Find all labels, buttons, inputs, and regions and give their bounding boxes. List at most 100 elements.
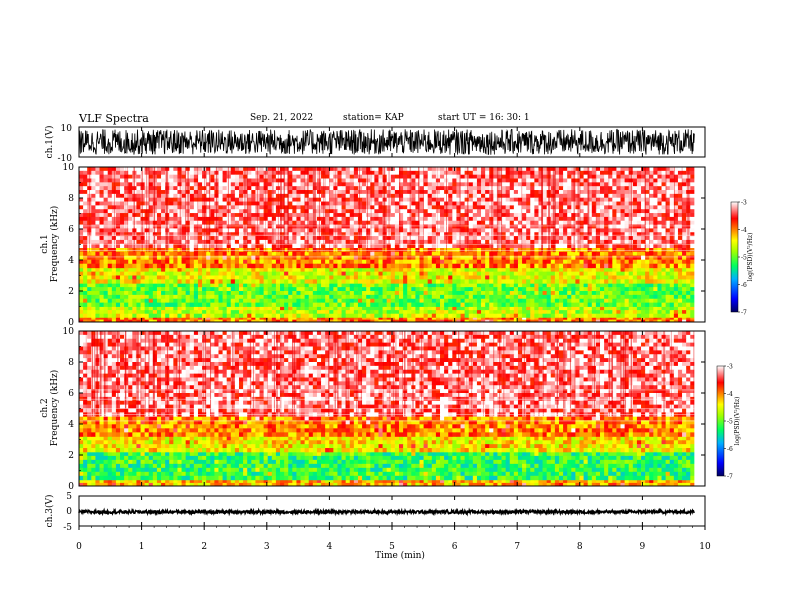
spectrogram-cell-band-5 <box>111 201 117 206</box>
spectrogram-cell-band-5 <box>682 193 687 199</box>
spectrogram-cell-band-2 <box>374 287 379 292</box>
spectrogram-cell-band-3 <box>370 267 375 273</box>
spectrogram-cell-band-2 <box>386 291 392 296</box>
spectrogram-cell-band-4 <box>604 259 609 265</box>
spectrogram-cell-band-5 <box>472 174 478 179</box>
spectrogram-cell-band-3 <box>616 275 621 280</box>
spectrogram-cell-band-3 <box>649 279 654 284</box>
spectrogram-cell-band-4 <box>185 263 191 269</box>
spectrogram-cell-band-5 <box>591 205 597 210</box>
spectrogram-cell-band-3 <box>218 275 223 280</box>
spectrogram-cell-band-5 <box>415 182 420 187</box>
spectrogram-cell-band-1 <box>542 310 548 315</box>
spectrogram-cell-band-4 <box>95 259 100 265</box>
spectrogram-cell-band-0 <box>632 319 638 323</box>
spectrogram-cell-band-3 <box>366 279 371 284</box>
spectrogram-cell-band-5 <box>91 216 96 222</box>
spectrogram-cell-band-4 <box>271 251 277 257</box>
spectrogram-cell-band-4 <box>591 247 597 253</box>
spectrogram-cell-band-5 <box>522 213 527 218</box>
spectrogram-cell-band-1 <box>481 310 486 315</box>
spectrogram-cell-band-5 <box>304 178 310 183</box>
spectrogram-cell-band-1 <box>628 310 634 315</box>
spectrogram-cell-band-2 <box>464 291 470 296</box>
spectrogram-cell-band-4 <box>267 247 273 253</box>
spectrogram-cell-band-5 <box>390 190 396 195</box>
spectrogram-cell-band-4 <box>485 251 490 257</box>
spectrogram-cell-band-5 <box>284 193 289 199</box>
spectrogram-cell-band-3 <box>435 275 441 280</box>
spectrogram-cell-band-4 <box>79 251 84 257</box>
spectrogram-cell-band-0 <box>448 317 453 321</box>
spectrogram-cell-band-5 <box>202 170 207 176</box>
spectrogram-cell-band-5 <box>476 170 482 176</box>
spectrogram-cell-band-4 <box>107 251 113 257</box>
spectrogram-cell-band-2 <box>333 283 338 288</box>
spectrogram-cell-band-5 <box>325 205 330 210</box>
spectrogram-cell-band-1 <box>222 313 228 318</box>
spectrogram-cell-band-3 <box>390 279 396 284</box>
spectrogram-cell-band-0 <box>353 319 359 323</box>
spectrogram-cell-band-4 <box>148 247 154 253</box>
spectrogram-cell-band-2 <box>284 291 289 296</box>
spectrogram-cell-band-0 <box>444 319 449 323</box>
spectrogram-cell-band-4 <box>366 255 371 261</box>
spectrogram-cell-band-2 <box>431 287 437 292</box>
spectrogram-cell-band-5 <box>579 167 584 172</box>
spectrogram-cell-band-2 <box>181 298 187 304</box>
spectrogram-cell-band-5 <box>468 205 474 210</box>
spectrogram-cell-band-4 <box>353 247 359 253</box>
spectrogram-cell-band-2 <box>600 287 605 292</box>
spectrogram-cell-band-3 <box>390 275 396 280</box>
spectrogram-cell-band-4 <box>620 247 626 253</box>
spectrogram-cell-band-5 <box>538 197 543 202</box>
spectrogram-cell-band-4 <box>79 255 84 261</box>
spectrogram-cell-band-5 <box>489 201 494 206</box>
spectrogram-cell-band-2 <box>308 294 314 300</box>
spectrogram-cell-band-2 <box>275 283 281 288</box>
spectrogram-cell-band-3 <box>238 271 244 276</box>
spectrogram-cell-band-4 <box>587 263 593 269</box>
spectrogram-cell-band-2 <box>612 294 617 300</box>
spectrogram-cell-band-2 <box>378 291 383 296</box>
spectrogram-cell-band-1 <box>173 310 178 315</box>
spectrogram-cell-band-3 <box>214 271 219 276</box>
spectrogram-cell-band-3 <box>349 279 355 284</box>
spectrogram-cell-band-5 <box>181 213 187 218</box>
spectrogram-cell-band-1 <box>628 313 634 318</box>
spectrogram-cell-band-5 <box>366 167 371 172</box>
spectrogram-cell-band-4 <box>329 247 334 253</box>
spectrogram-cell-band-2 <box>79 298 84 304</box>
spectrogram-cell-band-4 <box>83 263 88 269</box>
spectrogram-cell-band-2 <box>247 291 252 296</box>
spectrogram-cell-band-2 <box>152 283 158 288</box>
spectrogram-cell-band-5 <box>431 182 437 187</box>
spectrogram-cell-band-1 <box>83 306 88 311</box>
spectrogram-cell-band-2 <box>645 291 650 296</box>
spectrogram-cell-band-5 <box>230 174 236 179</box>
spectrogram-cell-band-3 <box>448 267 453 273</box>
spectrogram-cell-band-5 <box>284 201 289 206</box>
spectrogram-cell-band-2 <box>538 302 543 307</box>
spectrogram-cell-band-4 <box>649 251 654 257</box>
spectrogram-cell-band-1 <box>226 313 232 318</box>
spectrogram-cell-band-5 <box>583 174 589 179</box>
spectrogram-cell-band-1 <box>690 313 695 318</box>
spectrogram-cell-band-0 <box>382 319 388 323</box>
spectrogram-cell-band-3 <box>234 279 240 284</box>
spectrogram-cell-band-4 <box>267 255 273 261</box>
spectrogram-cell-band-4 <box>366 247 371 253</box>
spectrogram-cell-band-5 <box>226 186 232 191</box>
spectrogram-cell-band-1 <box>489 313 494 318</box>
spectrogram-cell-band-5 <box>591 178 597 183</box>
spectrogram-cell-band-4 <box>238 263 244 269</box>
spectrogram-cell-band-5 <box>489 197 494 202</box>
spectrogram-cell-band-1 <box>193 306 199 311</box>
spectrogram-cell-band-3 <box>419 279 424 284</box>
spectrogram-cell-band-1 <box>472 306 478 311</box>
spectrogram-cell-band-2 <box>431 291 437 296</box>
spectrogram-cell-band-1 <box>501 313 507 318</box>
spectrogram-cell-band-5 <box>378 201 383 206</box>
spectrogram-cell-band-2 <box>546 291 552 296</box>
spectrogram-cell-band-4 <box>230 247 236 253</box>
